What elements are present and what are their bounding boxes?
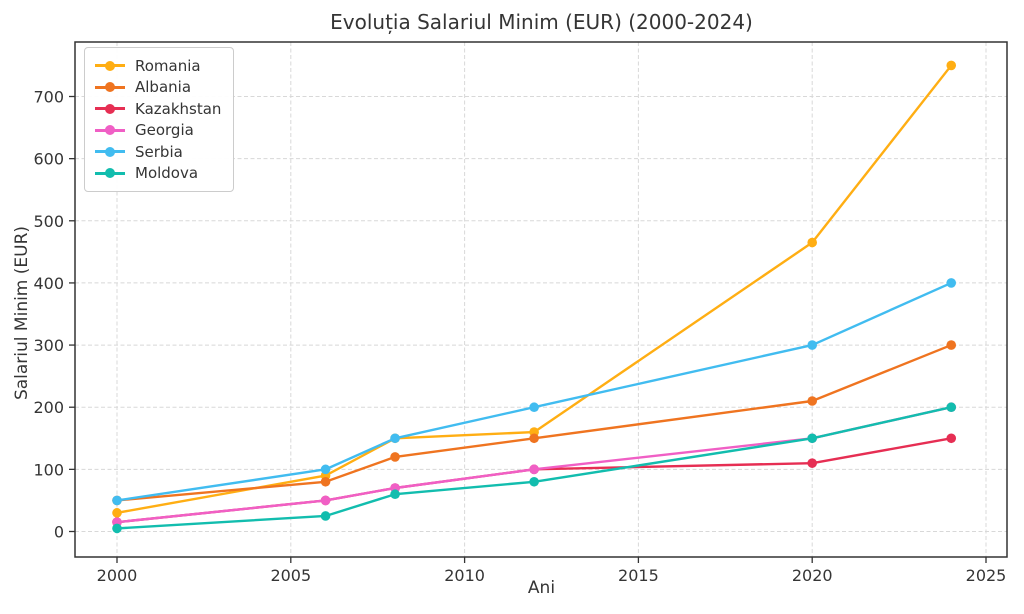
legend-item-moldova: Moldova <box>95 163 221 185</box>
data-point-marker <box>390 489 400 500</box>
legend-dot-icon <box>105 146 115 157</box>
legend-item-serbia: Serbia <box>95 141 221 163</box>
data-point-marker <box>807 396 817 406</box>
x-tick-label: 2020 <box>792 566 833 585</box>
data-point-marker <box>946 433 957 444</box>
legend-dot-icon <box>105 125 115 136</box>
legend-dot-icon <box>105 60 115 71</box>
x-tick-label: 2005 <box>270 566 311 585</box>
legend-dot-icon <box>105 168 115 179</box>
x-tick-label: 2010 <box>444 566 485 585</box>
x-tick-label: 2015 <box>618 566 659 585</box>
legend-dot-icon <box>105 82 115 93</box>
data-point-marker <box>112 495 122 506</box>
data-point-marker <box>807 433 817 444</box>
series-line-albania <box>115 343 953 502</box>
data-point-marker <box>946 340 957 350</box>
legend-item-romania: Romania <box>95 55 221 77</box>
data-point-marker <box>946 278 957 288</box>
x-tick-label: 2000 <box>97 566 138 585</box>
data-point-marker <box>529 433 539 444</box>
y-tick-label: 0 <box>54 523 64 542</box>
legend-line-marker-icon <box>95 146 125 157</box>
legend-line-marker-icon <box>95 82 125 93</box>
legend-item-label: Albania <box>135 78 192 97</box>
data-point-marker <box>112 508 122 518</box>
legend-item-label: Georgia <box>135 121 194 140</box>
data-point-marker <box>529 476 539 487</box>
legend-dot-icon <box>105 103 115 114</box>
series-line-moldova <box>115 406 953 530</box>
legend-line-marker-icon <box>95 103 125 114</box>
x-axis-label: Ani <box>527 578 556 598</box>
data-point-marker <box>320 495 331 506</box>
legend-item-georgia: Georgia <box>95 120 221 142</box>
x-tick-label: 2025 <box>966 566 1007 585</box>
data-point-marker <box>529 464 539 475</box>
series-line-serbia <box>115 281 953 502</box>
data-point-marker <box>946 60 957 71</box>
legend-item-albania: Albania <box>95 77 221 99</box>
data-point-marker <box>807 237 817 248</box>
y-tick-label: 200 <box>33 398 64 417</box>
y-tick-label: 400 <box>33 274 64 293</box>
legend-item-label: Moldova <box>135 164 199 183</box>
data-point-marker <box>946 402 957 413</box>
y-tick-label: 100 <box>33 460 64 479</box>
legend-item-label: Romania <box>135 56 201 75</box>
legend-line-marker-icon <box>95 168 125 179</box>
plot-frame <box>74 41 1008 558</box>
data-point-marker <box>807 340 817 350</box>
y-tick-label: 700 <box>33 88 64 107</box>
legend: Romania Albania Kazakhstan Georgia Serbia Mol… <box>84 47 235 192</box>
y-tick-label: 600 <box>33 150 64 169</box>
y-tick-label: 500 <box>33 212 64 231</box>
chart-title: Evoluția Salariul Minim (EUR) (2000-2024… <box>330 10 753 34</box>
y-axis-label: Salariul Minim (EUR) <box>12 225 32 401</box>
data-point-marker <box>807 458 817 468</box>
legend-line-marker-icon <box>95 60 125 71</box>
legend-item-label: Kazakhstan <box>135 99 222 118</box>
legend-item-kazakhstan: Kazakhstan <box>95 98 221 120</box>
y-tick-label: 300 <box>33 336 64 355</box>
data-point-marker <box>390 433 400 444</box>
data-point-marker <box>320 464 331 475</box>
data-point-marker <box>529 402 539 413</box>
series-line-romania <box>115 64 953 515</box>
legend-item-label: Serbia <box>135 142 183 161</box>
data-point-marker <box>320 476 331 487</box>
data-point-marker <box>320 511 331 521</box>
data-point-marker <box>390 452 400 462</box>
legend-line-marker-icon <box>95 125 125 136</box>
data-point-marker <box>112 523 122 534</box>
